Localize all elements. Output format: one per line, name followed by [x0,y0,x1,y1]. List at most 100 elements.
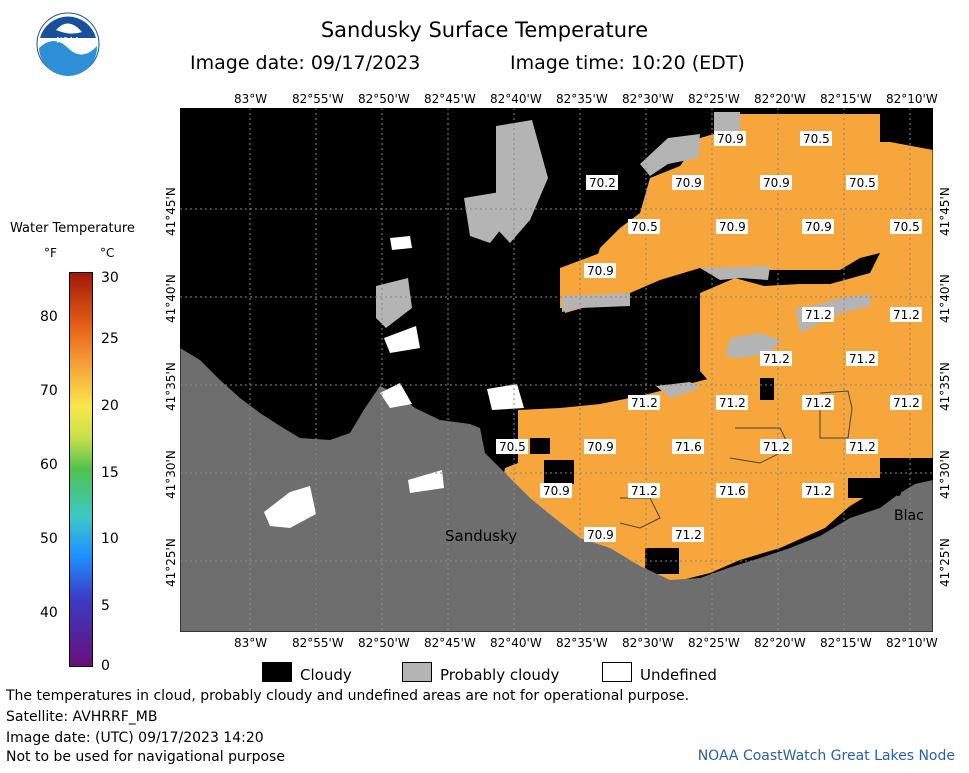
lat-label: 41°45'N [164,187,178,236]
c-tick: 15 [101,465,119,481]
temperature-labels: 70.9 70.5 70.2 70.9 70.9 70.5 70.5 70.9 … [496,131,922,542]
footer-satellite: Satellite: AVHRRF_MB [6,709,158,725]
temp-label: 71.6 [675,440,702,454]
key-swatch-cloudy [262,662,292,682]
temp-label: 70.9 [587,528,614,542]
temp-label: 71.2 [849,352,876,366]
lon-label: 82°30'W [622,636,674,650]
temp-label: 71.2 [675,528,702,542]
lon-label: 82°25'W [688,636,740,650]
lat-label: 41°30'N [164,450,178,499]
lon-label: 82°35'W [556,92,608,106]
lat-label: 41°40'N [938,274,952,323]
temp-label: 70.9 [719,220,746,234]
undefined-area [408,470,444,493]
lon-label: 82°45'W [424,636,476,650]
lon-label: 82°25'W [688,92,740,106]
lon-label: 82°40'W [490,92,542,106]
place-sandusky: Sandusky [445,527,517,545]
unit-f: °F [44,246,57,260]
lon-label: 82°15'W [820,636,872,650]
probably-cloudy-area [656,382,700,398]
land-area [264,480,620,563]
temp-label: 70.5 [849,176,876,190]
lon-label: 82°45'W [424,92,476,106]
temp-label: 70.5 [631,220,658,234]
lon-label: 82°30'W [622,92,674,106]
c-tick: 10 [101,531,119,547]
land-area [180,348,933,632]
noaa-logo: NOAA [36,12,100,76]
c-tick: 5 [101,598,110,614]
lon-label: 82°35'W [556,636,608,650]
key-swatch-undefined [602,662,632,682]
temp-label: 71.2 [805,396,832,410]
temp-label: 71.2 [631,484,658,498]
probably-cloudy-area [700,266,770,280]
temp-label: 71.6 [719,484,746,498]
c-tick: 25 [101,331,119,347]
temp-label: 71.2 [893,308,920,322]
place-blac: Blac [894,508,924,524]
map-title: Sandusky Surface Temperature [320,18,649,42]
temp-label: 70.9 [675,176,702,190]
probably-cloudy-area [640,134,700,176]
f-tick: 70 [40,383,58,399]
undefined-area [264,486,316,528]
key-label-undefined: Undefined [640,666,717,684]
key-label-cloudy: Cloudy [300,666,352,684]
undefined-area [384,326,420,353]
lon-label: 82°10'W [886,92,938,106]
temperature-colorbar [69,272,93,667]
c-tick: 30 [101,270,119,286]
undefined-area [390,236,412,250]
graticule [180,108,933,632]
key-swatch-probably-cloudy [402,662,432,682]
temp-label: 70.5 [803,132,830,146]
lon-label: 83°W [234,92,268,106]
lon-label: 82°10'W [886,636,938,650]
c-tick: 0 [101,658,110,674]
temperature-map: Sandusky Blac 70.9 70.5 70.2 70.9 70.9 7… [180,108,933,632]
undefined-area [487,384,524,410]
footer-disclaimer: The temperatures in cloud, probably clou… [6,688,690,704]
temp-label: 71.2 [849,440,876,454]
temp-label: 70.2 [589,176,616,190]
temp-label: 71.2 [763,352,790,366]
probably-cloudy-area [496,120,548,243]
unit-c: °C [100,246,115,260]
lon-label: 82°55'W [292,92,344,106]
lat-label: 41°25'N [938,538,952,587]
isotherm-line [819,390,853,439]
lat-label: 41°35'N [938,362,952,411]
lat-label: 41°30'N [938,450,952,499]
temp-label: 71.2 [719,396,746,410]
temp-label: 70.9 [587,440,614,454]
lon-label: 82°20'W [754,636,806,650]
image-time: Image time: 10:20 (EDT) [510,52,745,74]
lon-label: 82°20'W [754,92,806,106]
lon-label: 83°W [234,636,268,650]
probably-cloudy-area [376,278,412,328]
c-tick: 20 [101,398,119,414]
footer-nav: Not to be used for navigational purpose [6,749,285,765]
lat-label: 41°25'N [164,538,178,587]
temp-label: 70.9 [805,220,832,234]
footer-utc: Image date: (UTC) 09/17/2023 14:20 [6,730,264,746]
f-tick: 40 [40,605,58,621]
f-tick: 50 [40,531,58,547]
logo-text: NOAA [56,36,80,45]
temp-label: 70.5 [499,440,526,454]
lat-label: 41°35'N [164,362,178,411]
probably-cloudy-area [562,293,630,312]
temp-label: 71.2 [631,396,658,410]
temp-label: 71.2 [763,440,790,454]
temp-label: 71.2 [805,484,832,498]
temp-label: 70.9 [717,132,744,146]
image-date: Image date: 09/17/2023 [190,52,421,74]
city-marker [895,490,901,496]
lat-label: 41°45'N [938,187,952,236]
lon-label: 82°55'W [292,636,344,650]
temp-label: 70.5 [893,220,920,234]
temp-label: 71.2 [893,396,920,410]
